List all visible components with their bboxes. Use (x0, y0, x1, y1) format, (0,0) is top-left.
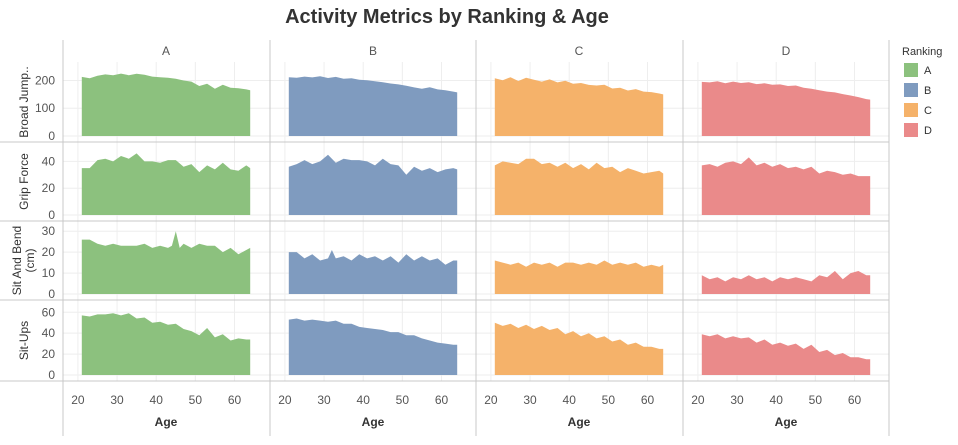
x-tick-label: 60 (228, 393, 242, 407)
x-axis-title: Age (155, 415, 178, 429)
x-tick-label: 40 (150, 393, 164, 407)
x-tick-label: 40 (357, 393, 371, 407)
y-tick-label: 30 (42, 224, 56, 238)
legend-swatch-d (904, 123, 918, 137)
row-label-sit-and-bend-cm: Sit And Bend(cm) (10, 226, 37, 295)
area-sit-ups-b (288, 318, 458, 375)
area-sit-and-bend-cm-d (701, 271, 871, 294)
row-label-sit-ups: Sit-Ups (17, 321, 31, 360)
y-tick-label: 0 (48, 208, 55, 222)
x-tick-label: 50 (189, 393, 203, 407)
y-tick-label: 0 (48, 368, 55, 382)
y-tick-label: 10 (42, 266, 56, 280)
y-axis-ticks: 0 100 200 0 20 40 0 10 20 30 0 20 40 60 (35, 73, 55, 382)
x-axis-title: Age (568, 415, 591, 429)
area-grip-force-c (494, 158, 664, 215)
legend-label-c: C (924, 105, 932, 117)
area-broad-jump-d (701, 81, 871, 136)
column-header-a: A (162, 44, 170, 58)
area-sit-ups-c (494, 322, 664, 375)
x-tick-label: 30 (730, 393, 744, 407)
y-tick-label: 40 (42, 326, 56, 340)
y-tick-label: 200 (35, 73, 55, 87)
row-label-line: Sit And Bend (10, 226, 24, 295)
y-tick-label: 60 (42, 305, 56, 319)
legend-swatch-a (904, 63, 918, 77)
column-header-d: D (782, 44, 791, 58)
area-sit-and-bend-cm-b (288, 250, 458, 294)
legend: Ranking A B C D (902, 46, 942, 137)
legend-title: Ranking (902, 46, 942, 58)
y-tick-label: 20 (42, 245, 56, 259)
x-tick-label: 40 (770, 393, 784, 407)
x-tick-label: 60 (641, 393, 655, 407)
x-tick-label: 20 (71, 393, 85, 407)
legend-swatch-b (904, 83, 918, 97)
x-tick-label: 40 (563, 393, 577, 407)
y-tick-label: 0 (48, 287, 55, 301)
area-broad-jump-a (81, 73, 251, 136)
row-label-broad-jump: Broad Jump.. (17, 66, 31, 137)
x-tick-label: 30 (110, 393, 124, 407)
area-broad-jump-b (288, 76, 458, 136)
legend-label-b: B (924, 85, 931, 97)
x-tick-label: 20 (484, 393, 498, 407)
area-sit-ups-d (701, 334, 871, 375)
area-sit-and-bend-cm-a (81, 231, 251, 294)
y-tick-label: 40 (42, 154, 56, 168)
area-grip-force-b (288, 154, 458, 215)
row-label-line: (cm) (23, 249, 37, 273)
x-axis-titles: Age Age Age Age (155, 415, 798, 429)
chart-title: Activity Metrics by Ranking & Age (285, 6, 609, 28)
panel-frame (0, 40, 890, 436)
x-axis-title: Age (775, 415, 798, 429)
x-tick-label: 50 (602, 393, 616, 407)
column-header-c: C (575, 44, 584, 58)
area-sit-and-bend-cm-c (494, 260, 664, 294)
area-marks (81, 73, 871, 375)
column-headers: A B C D (162, 44, 791, 58)
legend-swatch-c (904, 103, 918, 117)
x-tick-label: 60 (848, 393, 862, 407)
area-broad-jump-c (494, 77, 664, 136)
column-header-b: B (369, 44, 377, 58)
x-tick-label: 20 (278, 393, 292, 407)
x-tick-label: 60 (435, 393, 449, 407)
row-label-grip-force: Grip Force (17, 153, 31, 210)
y-tick-label: 20 (42, 181, 56, 195)
x-tick-label: 30 (523, 393, 537, 407)
legend-label-a: A (924, 65, 932, 77)
x-axis-title: Age (362, 415, 385, 429)
x-tick-label: 50 (809, 393, 823, 407)
x-tick-label: 20 (691, 393, 705, 407)
y-tick-label: 0 (48, 129, 55, 143)
area-grip-force-d (701, 157, 871, 215)
x-tick-label: 30 (317, 393, 331, 407)
y-tick-label: 20 (42, 347, 56, 361)
area-grip-force-a (81, 153, 251, 215)
area-sit-ups-a (81, 313, 251, 375)
x-tick-label: 50 (396, 393, 410, 407)
x-axis-ticks: 20 30 40 50 60 20 30 40 50 60 20 30 40 50 60 20 30 40 50 60 (71, 393, 861, 407)
legend-label-d: D (924, 125, 932, 137)
y-tick-label: 100 (35, 101, 55, 115)
